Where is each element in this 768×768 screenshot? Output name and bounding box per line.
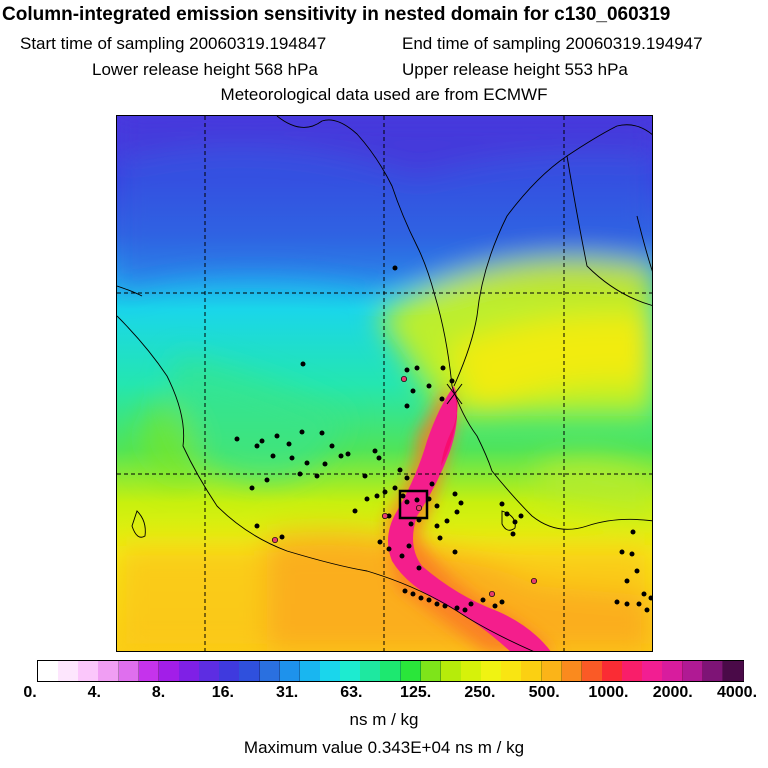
- colorbar-segment: [622, 661, 643, 681]
- colorbar-segment: [642, 661, 664, 681]
- coastlines: [117, 116, 652, 651]
- high-sensitivity-plume: [388, 386, 551, 651]
- colorbar-segment: [461, 661, 482, 681]
- colorbar-segment: [581, 661, 603, 681]
- colorbar-segment: [602, 661, 623, 681]
- colorbar-segment: [501, 661, 523, 681]
- colorbar-segment: [662, 661, 684, 681]
- colorbar-segment: [320, 661, 341, 681]
- colorbar-segment: [78, 661, 100, 681]
- colorbar-segment: [138, 661, 160, 681]
- release-box: [398, 489, 429, 520]
- sensitivity-map: [116, 115, 653, 652]
- colorbar: [37, 660, 744, 682]
- colorbar-segment: [360, 661, 382, 681]
- colorbar-segment: [561, 661, 583, 681]
- colorbar-segment: [239, 661, 261, 681]
- colorbar-segment: [380, 661, 402, 681]
- met-data-label: Meteorological data used are from ECMWF: [220, 85, 548, 104]
- colorbar-tick-label: 250.: [464, 684, 496, 701]
- colorbar-segment: [400, 661, 422, 681]
- colorbar-segment: [440, 661, 462, 681]
- colorbar-segment: [58, 661, 79, 681]
- colorbar-tick-label: 4000.: [716, 684, 758, 701]
- colorbar-segment: [340, 661, 361, 681]
- colorbar-segment: [420, 661, 442, 681]
- colorbar-segment: [98, 661, 120, 681]
- colorbar-tick-label: 63.: [340, 684, 363, 701]
- maximum-value-label: Maximum value 0.343E+04 ns m / kg: [243, 738, 525, 757]
- colorbar-tick-label: 1000.: [588, 684, 629, 701]
- colorbar-segment: [118, 661, 140, 681]
- station-markers: [234, 265, 652, 613]
- colorbar-segment: [38, 661, 59, 681]
- colorbar-segment: [199, 661, 220, 681]
- colorbar-tick-label: 8.: [151, 684, 166, 701]
- colorbar-segment: [179, 661, 200, 681]
- end-time-label: End time of sampling 20060319.194947: [402, 34, 703, 53]
- colorbar-tick-label: 4.: [87, 684, 101, 701]
- colorbar-segment: [299, 661, 321, 681]
- colorbar-segment: [259, 661, 281, 681]
- colorbar-tick-label: 125.: [400, 684, 432, 701]
- lat-lon-grid: [117, 116, 652, 651]
- colorbar-segment: [722, 661, 744, 681]
- colorbar-segment: [541, 661, 563, 681]
- colorbar-tick-label: 0.: [23, 684, 37, 701]
- colorbar-segment: [219, 661, 241, 681]
- highlight-station-markers: [271, 375, 538, 598]
- colorbar-unit-label: ns m / kg: [349, 710, 419, 729]
- colorbar-tick-label: 500.: [528, 684, 560, 701]
- colorbar-tick-label: 2000.: [652, 684, 693, 701]
- colorbar-segment: [481, 661, 502, 681]
- colorbar-tick-label: 31.: [275, 684, 299, 701]
- plot-title: Column-integrated emission sensitivity i…: [2, 4, 671, 25]
- upper-height-label: Upper release height 553 hPa: [402, 60, 628, 79]
- colorbar-segment: [521, 661, 543, 681]
- lower-height-label: Lower release height 568 hPa: [92, 60, 318, 79]
- colorbar-tick-label: 16.: [211, 684, 234, 701]
- colorbar-segment: [279, 661, 301, 681]
- start-time-label: Start time of sampling 20060319.194847: [20, 34, 327, 53]
- colorbar-segment: [158, 661, 180, 681]
- colorbar-segment: [702, 661, 724, 681]
- colorbar-segment: [682, 661, 704, 681]
